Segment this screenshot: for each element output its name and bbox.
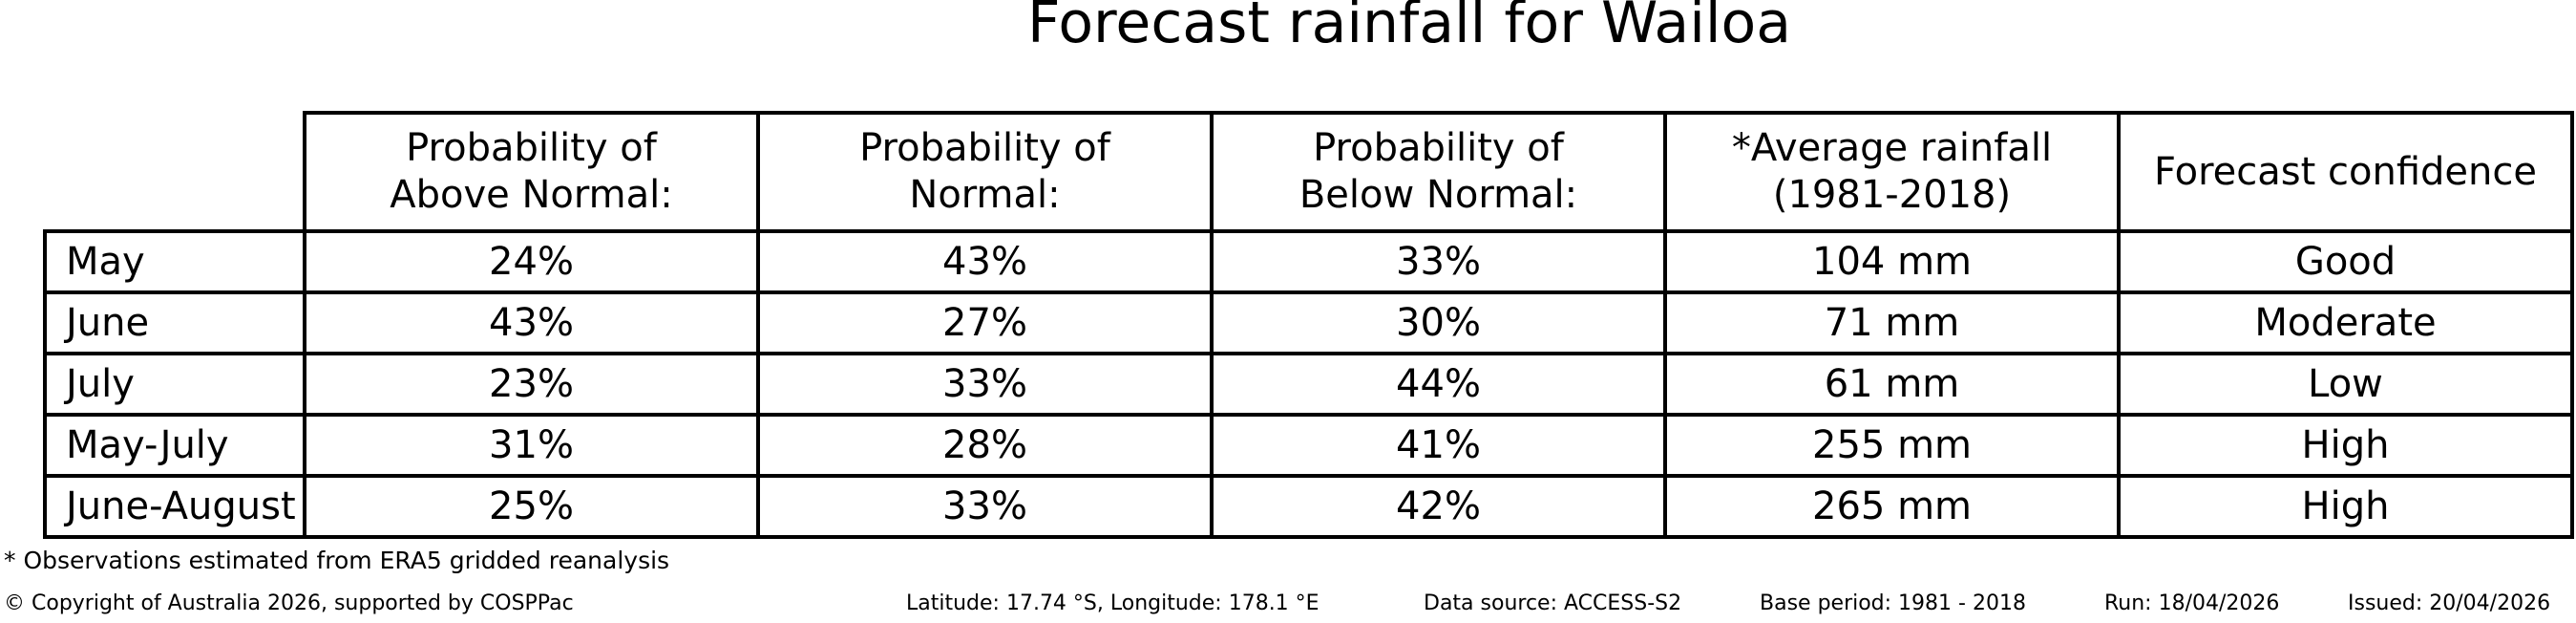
cell-below-normal: 44% [1210,352,1667,417]
cell-normal: 43% [756,229,1214,294]
copyright-text: © Copyright of Australia 2026, supported… [4,591,574,615]
cell-forecast-confidence: High [2117,413,2574,478]
column-header-above-normal: Probability of Above Normal: [303,111,760,233]
table-row-june-august: June-August 25% 33% 42% 265 mm High [43,474,2574,539]
cell-above-normal: 31% [303,413,760,478]
table-row-may-july: May-July 31% 28% 41% 255 mm High [43,413,2574,478]
cell-below-normal: 30% [1210,290,1667,355]
corner-cell [45,113,305,231]
header-row: Probability of Above Normal: Probability… [45,111,2574,233]
table-row-june: June 43% 27% 30% 71 mm Moderate [43,290,2574,355]
cell-above-normal: 23% [303,352,760,417]
column-header-normal: Probability of Normal: [756,111,1214,233]
column-header-average-rainfall: *Average rainfall (1981-2018) [1663,111,2121,233]
cell-below-normal: 33% [1210,229,1667,294]
footer-data-source: Data source: ACCESS-S2 [1424,591,1682,615]
row-label: June-August [43,474,306,539]
cell-below-normal: 41% [1210,413,1667,478]
cell-average-rainfall: 104 mm [1663,229,2121,294]
cell-normal: 27% [756,290,1214,355]
cell-average-rainfall: 255 mm [1663,413,2121,478]
cell-average-rainfall: 265 mm [1663,474,2121,539]
row-label: July [43,352,306,417]
footer-base-period: Base period: 1981 - 2018 [1760,591,2026,615]
table-row-july: July 23% 33% 44% 61 mm Low [43,352,2574,417]
forecast-table: Probability of Above Normal: Probability… [43,111,2574,539]
cell-normal: 33% [756,352,1214,417]
cell-normal: 33% [756,474,1214,539]
footer-run-date: Run: 18/04/2026 [2104,591,2280,615]
footnote: * Observations estimated from ERA5 gridd… [4,547,670,574]
footer-issued-date: Issued: 20/04/2026 [2348,591,2551,615]
cell-forecast-confidence: Moderate [2117,290,2574,355]
column-header-forecast-confidence: Forecast confidence [2117,111,2574,233]
table-row-may: May 24% 43% 33% 104 mm Good [43,229,2574,294]
cell-above-normal: 25% [303,474,760,539]
cell-average-rainfall: 71 mm [1663,290,2121,355]
row-label: May [43,229,306,294]
cell-below-normal: 42% [1210,474,1667,539]
cell-above-normal: 43% [303,290,760,355]
column-header-below-normal: Probability of Below Normal: [1210,111,1667,233]
cell-normal: 28% [756,413,1214,478]
cell-forecast-confidence: High [2117,474,2574,539]
row-label: May-July [43,413,306,478]
cell-forecast-confidence: Good [2117,229,2574,294]
page-title: Forecast rainfall for Wailoa [1026,0,1792,56]
cell-above-normal: 24% [303,229,760,294]
row-label: June [43,290,306,355]
footer-location: Latitude: 17.74 °S, Longitude: 178.1 °E [906,591,1320,615]
cell-average-rainfall: 61 mm [1663,352,2121,417]
cell-forecast-confidence: Low [2117,352,2574,417]
